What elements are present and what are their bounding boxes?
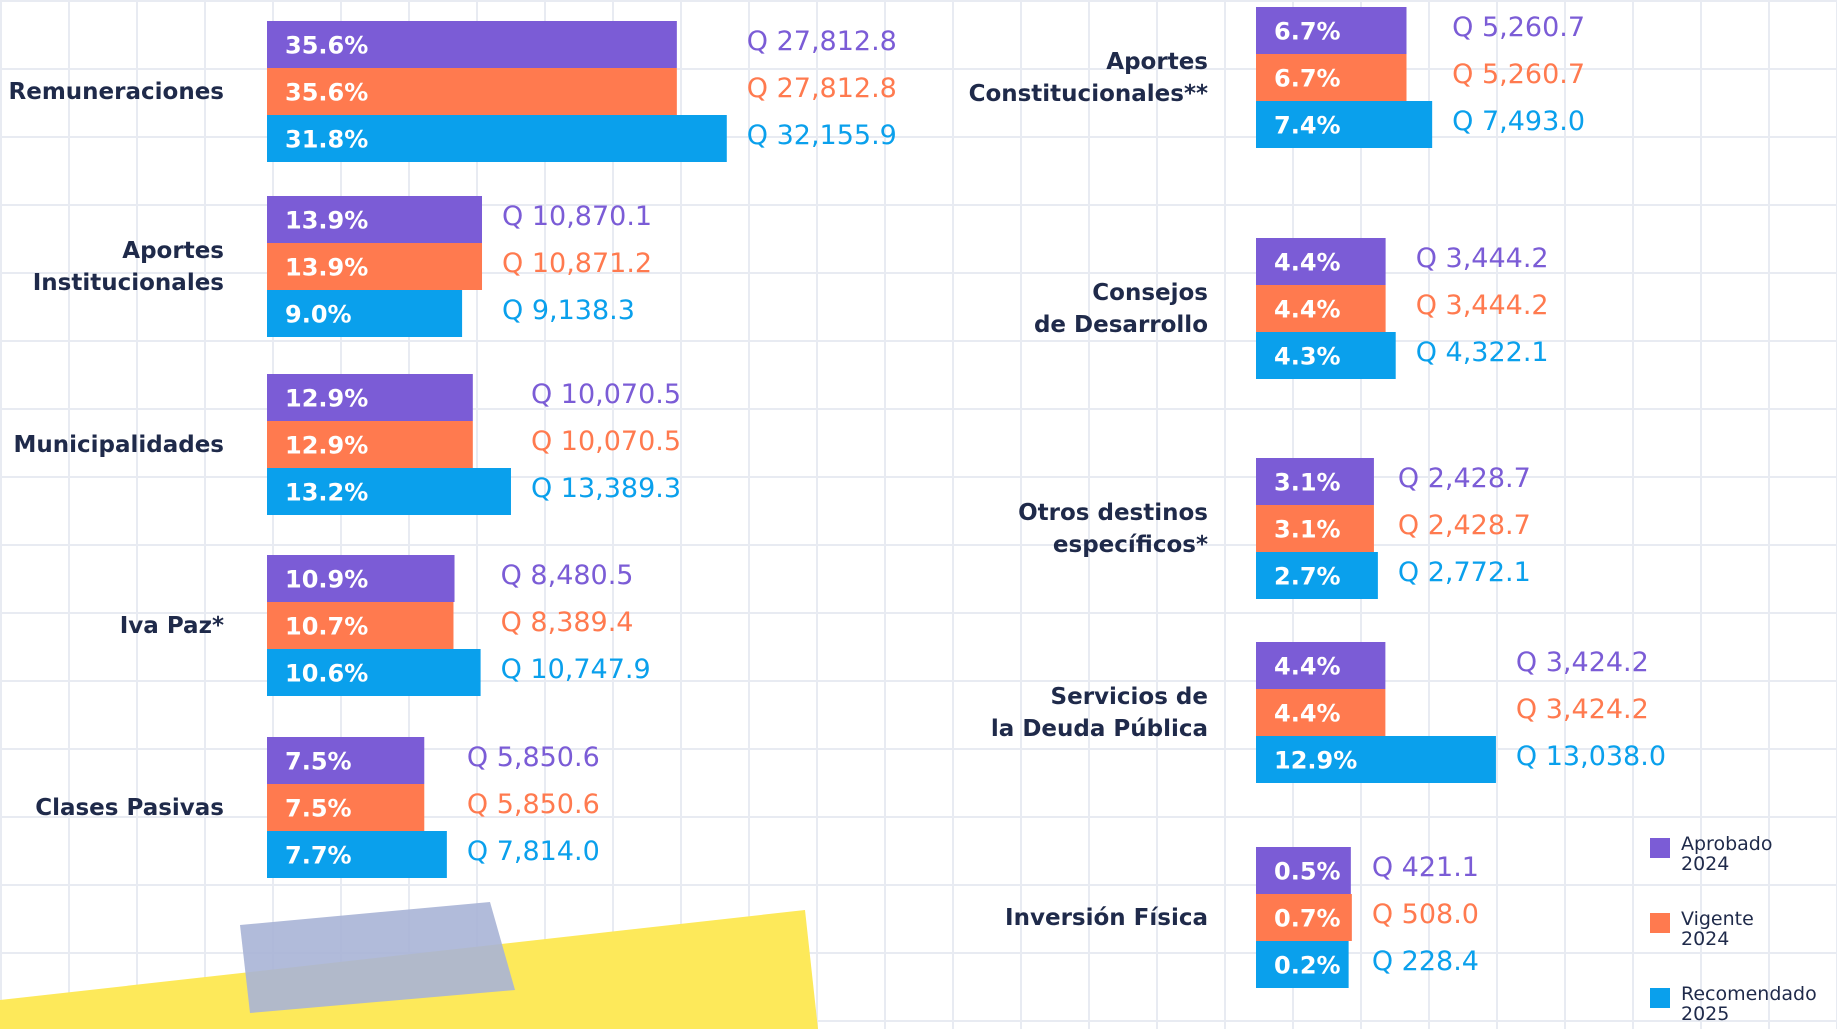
percent-label: 10.7% — [285, 613, 368, 641]
value-label: Q 27,812.8 — [747, 26, 897, 57]
percent-label: 13.2% — [285, 479, 368, 507]
percent-label: 12.9% — [285, 432, 368, 460]
value-label: Q 8,480.5 — [501, 560, 634, 591]
value-label: Q 2,428.7 — [1398, 463, 1531, 494]
category-label: Consejos de Desarrollo — [1034, 277, 1208, 341]
value-label: Q 7,814.0 — [467, 836, 600, 867]
page: {"chart_data": {"type": "bar", "orientat… — [0, 0, 1837, 1029]
category-label: Inversión Física — [1005, 902, 1208, 934]
category-label: Otros destinos específicos* — [1018, 497, 1208, 561]
legend-label: Vigente 2024 — [1681, 909, 1754, 949]
percent-label: 7.7% — [285, 842, 352, 870]
percent-label: 2.7% — [1274, 563, 1341, 591]
value-label: Q 13,038.0 — [1516, 741, 1666, 772]
percent-label: 4.3% — [1274, 343, 1341, 371]
percent-label: 3.1% — [1274, 469, 1341, 497]
percent-label: 12.9% — [285, 385, 368, 413]
percent-label: 10.6% — [285, 660, 368, 688]
category-label: Aportes Institucionales — [33, 235, 224, 299]
percent-label: 35.6% — [285, 32, 368, 60]
category-label: Clases Pasivas — [35, 792, 224, 824]
value-label: Q 228.4 — [1372, 946, 1479, 977]
value-label: Q 3,444.2 — [1416, 290, 1549, 321]
category-label: Servicios de la Deuda Pública — [991, 681, 1208, 745]
value-label: Q 7,493.0 — [1452, 106, 1585, 137]
legend-swatch — [1650, 838, 1670, 858]
percent-label: 0.7% — [1274, 905, 1341, 933]
percent-label: 9.0% — [285, 301, 352, 329]
percent-label: 4.4% — [1274, 296, 1341, 324]
value-label: Q 10,070.5 — [531, 379, 681, 410]
legend-label: Recomendado 2025 — [1681, 984, 1817, 1024]
percent-label: 3.1% — [1274, 516, 1341, 544]
value-label: Q 8,389.4 — [501, 607, 634, 638]
value-label: Q 2,428.7 — [1398, 510, 1531, 541]
percent-label: 6.7% — [1274, 18, 1341, 46]
percent-label: 4.4% — [1274, 700, 1341, 728]
percent-label: 4.4% — [1274, 653, 1341, 681]
legend-swatch — [1650, 988, 1670, 1008]
value-label: Q 2,772.1 — [1398, 557, 1531, 588]
chart: 35.6% Q 27,812.8 35.6% Q 27,812.8 31.8% Q 32,… — [0, 0, 1837, 1029]
percent-label: 0.5% — [1274, 858, 1341, 886]
category-label: Municipalidades — [13, 429, 224, 461]
value-label: Q 4,322.1 — [1416, 337, 1549, 368]
percent-label: 4.4% — [1274, 249, 1341, 277]
percent-label: 6.7% — [1274, 65, 1341, 93]
value-label: Q 27,812.8 — [747, 73, 897, 104]
category-label: Remuneraciones — [9, 76, 224, 108]
percent-label: 13.9% — [285, 254, 368, 282]
percent-label: 7.5% — [285, 795, 352, 823]
page-body: 35.6% Q 27,812.8 35.6% Q 27,812.8 31.8% Q 32,… — [0, 0, 1837, 1029]
value-label: Q 10,070.5 — [531, 426, 681, 457]
value-label: Q 5,260.7 — [1452, 59, 1585, 90]
percent-label: 12.9% — [1274, 747, 1357, 775]
value-label: Q 5,260.7 — [1452, 12, 1585, 43]
value-label: Q 3,444.2 — [1416, 243, 1549, 274]
category-label: Iva Paz* — [120, 610, 224, 642]
legend-swatch — [1650, 913, 1670, 933]
percent-label: 0.2% — [1274, 952, 1341, 980]
percent-label: 35.6% — [285, 79, 368, 107]
category-label: Aportes Constitucionales** — [969, 46, 1208, 110]
value-label: Q 10,747.9 — [501, 654, 651, 685]
percent-label: 13.9% — [285, 207, 368, 235]
percent-label: 7.5% — [285, 748, 352, 776]
legend-label: Aprobado 2024 — [1681, 834, 1772, 874]
percent-label: 31.8% — [285, 126, 368, 154]
value-label: Q 32,155.9 — [747, 120, 897, 151]
value-label: Q 3,424.2 — [1516, 694, 1649, 725]
value-label: Q 5,850.6 — [467, 789, 600, 820]
value-label: Q 508.0 — [1372, 899, 1479, 930]
value-label: Q 421.1 — [1372, 852, 1479, 883]
value-label: Q 10,870.1 — [502, 201, 652, 232]
percent-label: 7.4% — [1274, 112, 1341, 140]
value-label: Q 10,871.2 — [502, 248, 652, 279]
value-label: Q 9,138.3 — [502, 295, 635, 326]
percent-label: 10.9% — [285, 566, 368, 594]
value-label: Q 5,850.6 — [467, 742, 600, 773]
value-label: Q 3,424.2 — [1516, 647, 1649, 678]
value-label: Q 13,389.3 — [531, 473, 681, 504]
